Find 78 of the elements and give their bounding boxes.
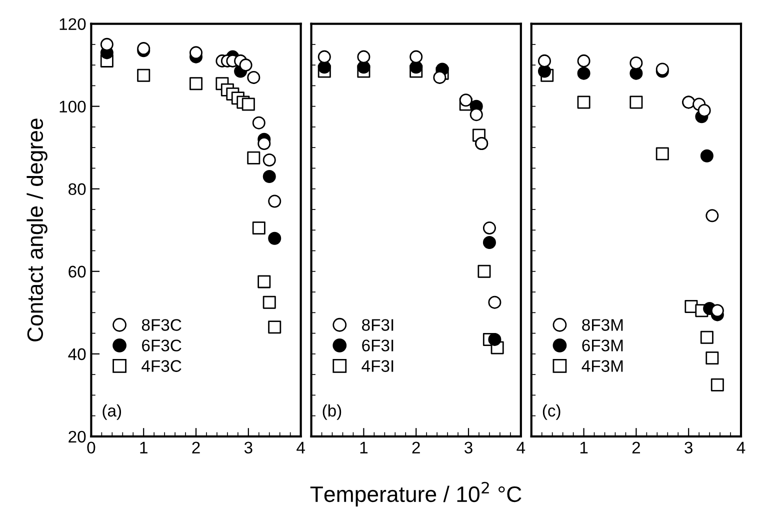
point [318, 60, 331, 74]
point [100, 38, 114, 51]
point [706, 352, 719, 365]
point [262, 170, 276, 183]
point [700, 330, 714, 344]
x-tick-label: 4 [516, 442, 526, 454]
point [268, 194, 282, 208]
annotation: (b) [322, 404, 342, 420]
point [410, 50, 423, 64]
point [318, 50, 331, 64]
point [190, 77, 203, 90]
point [268, 320, 282, 334]
point [410, 60, 423, 74]
annotation: (c) [542, 404, 560, 420]
x-tick-label: 4 [296, 442, 305, 454]
point [700, 149, 714, 162]
point [710, 378, 724, 392]
point [698, 104, 711, 117]
legend-label: 6F3M [582, 340, 623, 352]
legend-label: 6F3C [142, 340, 182, 352]
point [268, 232, 282, 245]
point [577, 96, 590, 109]
y-tick-label: 80 [68, 183, 86, 196]
y-tick-label: 120 [60, 18, 86, 30]
point [577, 66, 590, 80]
point [482, 222, 496, 235]
x-tick-label: 2 [412, 442, 420, 454]
point [470, 108, 483, 122]
point [630, 66, 643, 80]
x-tick-label: 2 [632, 442, 640, 454]
point [577, 54, 590, 68]
point [706, 209, 719, 222]
legend-label: 4F3M [582, 360, 623, 372]
point [357, 60, 370, 74]
point [247, 151, 260, 164]
point [478, 264, 491, 278]
point [247, 70, 260, 84]
point [190, 46, 203, 60]
x-tick-label: 3 [244, 442, 252, 454]
point [258, 275, 271, 288]
point [710, 304, 724, 318]
annotation: (a) [102, 404, 122, 420]
x-tick-label: 1 [140, 442, 148, 454]
point [433, 70, 446, 84]
legend-label: 8F3C [142, 319, 182, 331]
point [459, 94, 472, 107]
x-tick-label: 0 [87, 442, 96, 454]
legend-label: 4F3I [362, 360, 394, 372]
point [258, 136, 271, 150]
point [239, 58, 252, 72]
x-tick-label: 2 [192, 442, 200, 454]
point [482, 236, 496, 249]
x-axis-title: Temperature / 10$^{2}$ °C [310, 482, 522, 506]
legend-label: 4F3C [142, 360, 182, 372]
legend-label: 6F3I [362, 340, 394, 352]
y-tick-label: 20 [68, 430, 86, 443]
point [137, 68, 150, 82]
x-tick-label: 3 [684, 442, 692, 454]
point [357, 50, 370, 64]
y-tick-label: 40 [68, 348, 86, 360]
point [252, 222, 266, 235]
legend-label: 8F3M [582, 319, 623, 331]
point [242, 98, 255, 111]
x-tick-label: 1 [360, 442, 368, 454]
point [252, 116, 266, 130]
y-axis-title: Contact angle / degree [26, 118, 48, 342]
point [488, 296, 502, 309]
legend-label: 8F3I [362, 319, 394, 331]
point [630, 96, 643, 109]
point [262, 296, 276, 309]
x-tick-label: 4 [736, 442, 746, 454]
x-tick-label: 3 [464, 442, 472, 454]
point [656, 147, 669, 160]
y-tick-label: 60 [68, 266, 86, 278]
point [488, 332, 502, 346]
y-tick-label: 100 [60, 100, 86, 113]
point [262, 153, 276, 166]
x-tick-label: 1 [580, 442, 588, 454]
